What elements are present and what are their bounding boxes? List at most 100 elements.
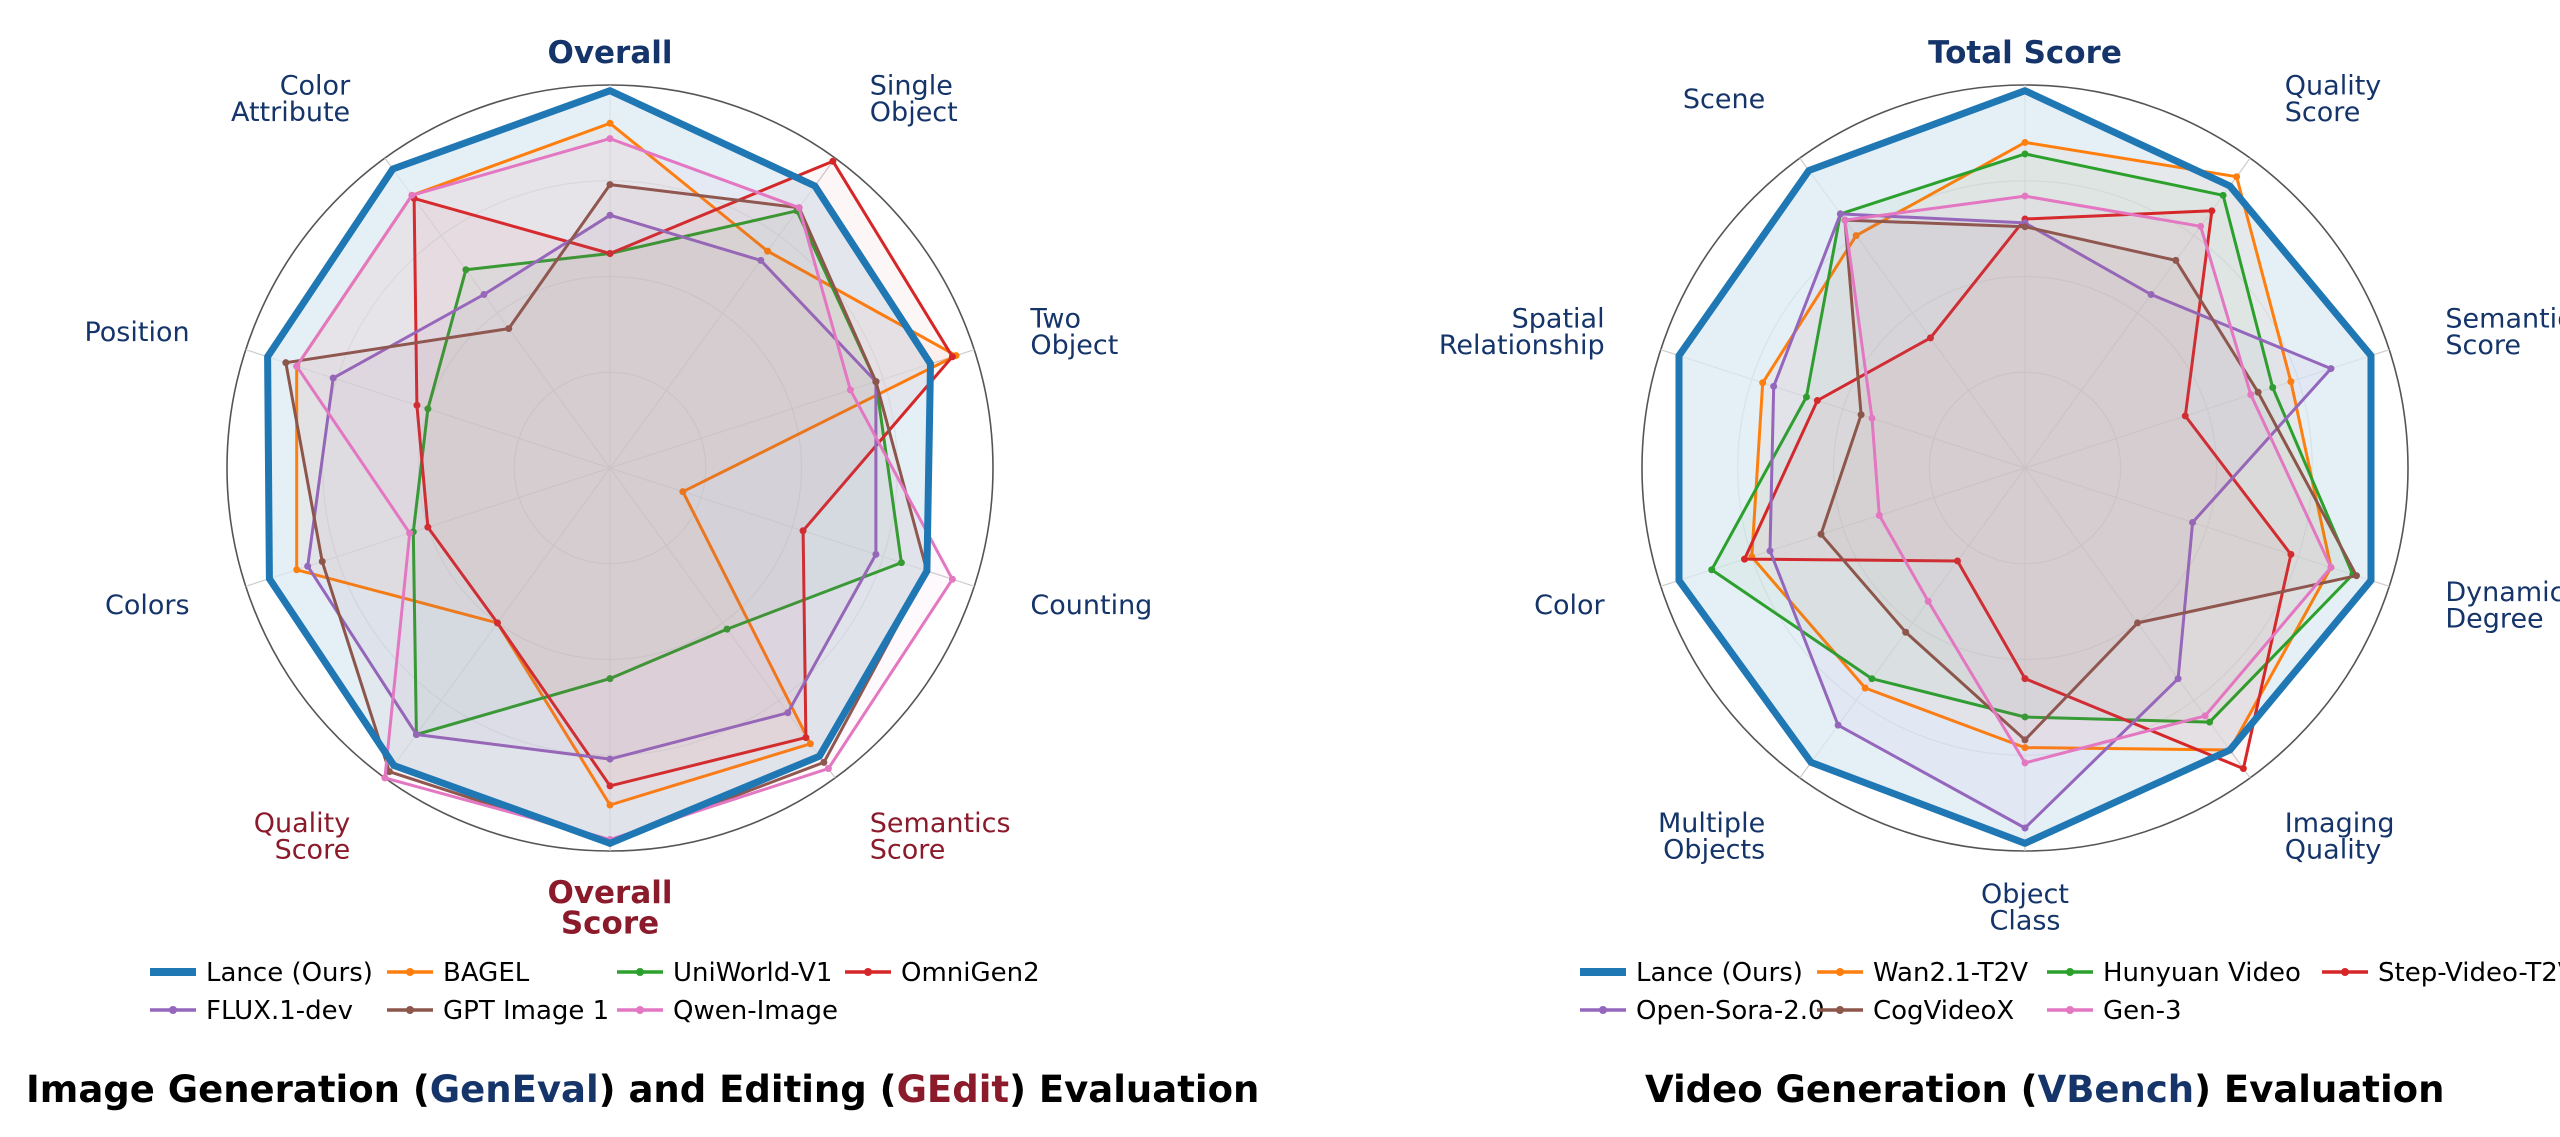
series-line-lance-ours: [264, 87, 934, 847]
axis-label-line: Imaging: [2285, 808, 2395, 839]
axis-label-color-attribute: Color Attribute: [231, 71, 351, 128]
data-point: [424, 523, 432, 531]
legend-marker: [406, 1006, 414, 1014]
axis-label-line: Score: [2285, 97, 2361, 128]
data-point: [412, 730, 420, 738]
data-point: [329, 374, 337, 382]
data-point: [2021, 192, 2029, 200]
data-point: [304, 562, 312, 570]
data-point: [2208, 207, 2216, 215]
axis-label-line: Quality: [2285, 71, 2381, 102]
legend-label: UniWorld-V1: [673, 958, 832, 988]
data-point: [606, 675, 614, 683]
data-point: [723, 625, 731, 633]
data-point: [2172, 256, 2180, 264]
axis-label-scene: Scene: [1683, 84, 1765, 115]
data-point: [2021, 736, 2029, 744]
series-omnigen2: [410, 157, 956, 790]
caption-right-suffix: ) Evaluation: [2194, 1068, 2445, 1111]
axis-label-colors: Colors: [105, 590, 190, 621]
data-point: [1770, 382, 1778, 390]
legend-label: CogVideoX: [1873, 996, 2014, 1026]
legend-item-cogvideox: CogVideoX: [1817, 996, 2014, 1026]
data-point: [606, 782, 614, 790]
data-point: [1861, 684, 1869, 692]
data-point: [1813, 397, 1821, 405]
axis-label-counting: Counting: [1030, 590, 1152, 621]
data-point: [795, 204, 803, 212]
data-point: [381, 774, 389, 782]
data-point: [679, 488, 687, 496]
data-point: [505, 325, 513, 333]
data-point: [1802, 393, 1810, 401]
axis-label-line: Position: [84, 317, 189, 348]
legend-label: Qwen-Image: [673, 996, 838, 1026]
data-point: [2189, 518, 2197, 526]
axis-label-line: Degree: [2445, 603, 2543, 634]
legend-item-qwen-image: Qwen-Image: [617, 996, 838, 1026]
axis-label-two-object: Two Object: [1029, 304, 1118, 361]
axis-label-line: Two: [1029, 304, 1081, 335]
data-point: [385, 768, 393, 776]
legend-item-gpt-image-1: GPT Image 1: [387, 996, 609, 1026]
data-point: [1817, 530, 1825, 538]
data-point: [408, 191, 416, 199]
data-point: [2021, 150, 2029, 158]
axis-label-single-object: Single Object: [870, 71, 958, 128]
data-point: [293, 566, 301, 574]
axis-label-line: Color: [1534, 590, 1605, 621]
radar-series: [1675, 87, 2375, 847]
legend-item-hunyuan-video: Hunyuan Video: [2047, 958, 2301, 988]
data-point: [2352, 572, 2360, 580]
legend-label: FLUX.1-dev: [206, 996, 353, 1026]
data-point: [2247, 391, 2255, 399]
data-point: [2021, 744, 2029, 752]
data-point: [606, 181, 614, 189]
data-point: [872, 378, 880, 386]
axis-label-line: Object: [1030, 330, 1118, 361]
legend-marker: [1599, 1006, 1607, 1014]
data-point: [2021, 824, 2029, 832]
legend-marker: [2341, 968, 2349, 976]
data-point: [1852, 232, 1860, 240]
data-point: [784, 709, 792, 717]
axis-label-line: Total Score: [1928, 35, 2122, 71]
legend-label: Gen-3: [2103, 996, 2182, 1026]
caption-right-prefix: Video Generation (: [1645, 1068, 2038, 1111]
axis-label-total-score: Total Score: [1928, 35, 2122, 71]
data-point: [606, 211, 614, 219]
data-point: [318, 557, 326, 565]
data-point: [829, 157, 837, 165]
axis-label-line: Objects: [1663, 834, 1765, 865]
axis-label-line: Semantics: [870, 808, 1011, 839]
axis-label-line: Score: [870, 834, 946, 865]
data-point: [820, 758, 828, 766]
axis-label-position: Position: [84, 317, 189, 348]
data-point: [1766, 547, 1774, 555]
legend-item-wan2-1-t2v: Wan2.1-T2V: [1817, 958, 2028, 988]
legend-label: Hunyuan Video: [2103, 958, 2301, 988]
data-point: [1926, 334, 1934, 342]
data-point: [493, 619, 501, 627]
data-point: [2021, 713, 2029, 721]
series-cogvideox: [1817, 216, 2360, 744]
data-point: [2206, 718, 2214, 726]
caption-right-vbench: VBench: [2037, 1068, 2195, 1111]
series-line-lance-ours: [1675, 87, 2375, 847]
data-point: [606, 801, 614, 809]
data-point: [2233, 173, 2241, 181]
data-point: [2254, 388, 2262, 396]
axis-label-line: Object: [870, 97, 958, 128]
data-point: [1924, 597, 1932, 605]
axis-label-quality-score: Quality Score: [2285, 71, 2381, 128]
legend-item-open-sora-2-0: Open-Sora-2.0: [1580, 996, 1825, 1026]
legend-item-uniworld-v1: UniWorld-V1: [617, 958, 832, 988]
legend-label: Lance (Ours): [206, 958, 373, 988]
caption-left-suffix: ) Evaluation: [1009, 1068, 1260, 1111]
legend-label: BAGEL: [443, 958, 530, 988]
legend-marker: [636, 1006, 644, 1014]
